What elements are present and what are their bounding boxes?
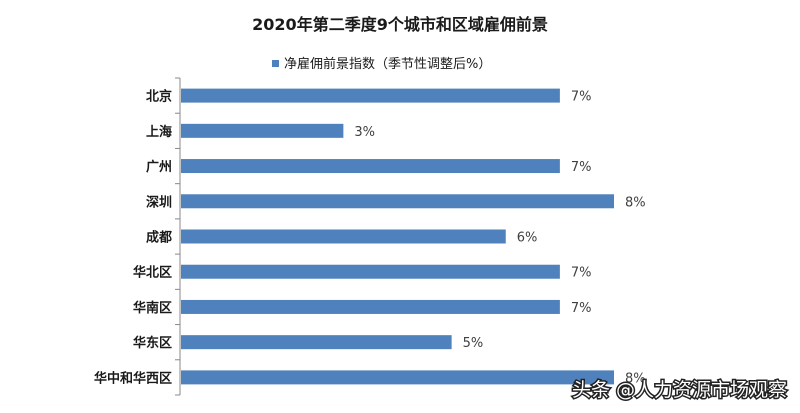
bar [181, 299, 560, 314]
bar [181, 159, 560, 174]
category-label: 华东区 [133, 335, 172, 351]
bar [181, 123, 344, 138]
bar [181, 370, 614, 385]
data-label: 7% [571, 301, 592, 316]
data-label: 7% [571, 266, 592, 281]
legend: 净雇佣前景指数（季节性调整后%） [272, 56, 491, 72]
category-label: 华北区 [133, 265, 172, 281]
category-label: 深圳 [146, 194, 172, 210]
category-label: 上海 [146, 124, 172, 140]
category-label: 华中和华西区 [94, 370, 172, 386]
bar [181, 194, 614, 209]
legend-swatch [272, 60, 279, 67]
data-label: 5% [463, 336, 484, 351]
data-label: 8% [625, 371, 646, 386]
category-label: 华南区 [133, 300, 172, 316]
chart-title: 2020年第二季度9个城市和区域雇佣前景 [252, 15, 548, 34]
legend-label: 净雇佣前景指数（季节性调整后%） [284, 56, 491, 72]
data-label: 7% [571, 160, 592, 175]
bar [181, 264, 560, 279]
data-label: 7% [571, 90, 592, 105]
bar [181, 88, 560, 103]
category-label: 成都 [146, 230, 172, 246]
data-label: 6% [517, 231, 538, 246]
watermark: 头条 @人力资源市场观察 [572, 379, 787, 401]
data-label: 8% [625, 195, 646, 210]
category-label: 北京 [146, 89, 172, 105]
bar [181, 229, 506, 244]
data-label: 3% [354, 125, 375, 140]
bar [181, 335, 452, 350]
category-label: 广州 [146, 159, 172, 175]
plot-area: 北京 7% 上海 3% 广州 7% 深圳 8% 成都 6% 华北区 7% 华南区 7% 华东区 5% 华中和华西… [94, 77, 646, 396]
